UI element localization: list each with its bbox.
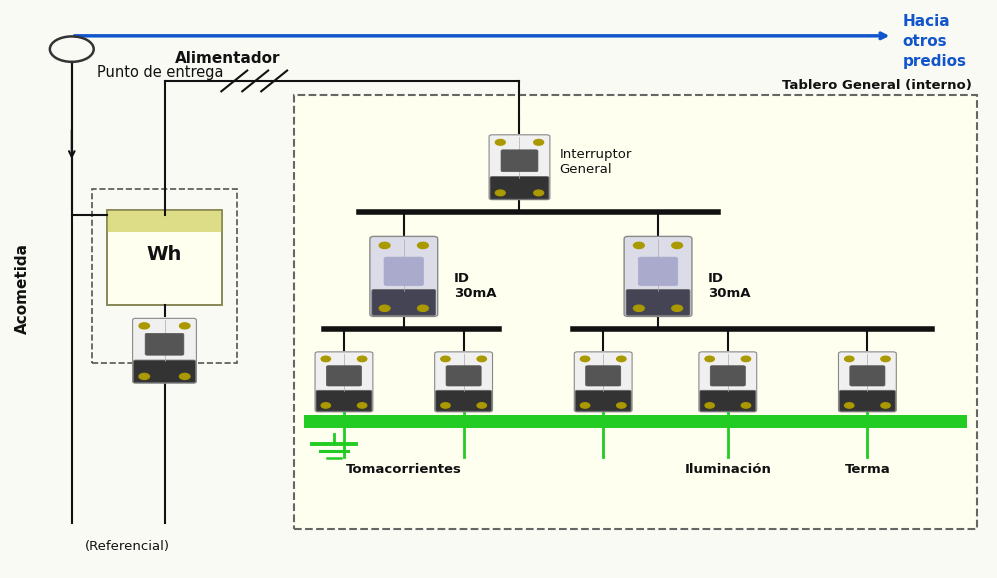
- FancyBboxPatch shape: [638, 257, 678, 286]
- Circle shape: [379, 242, 390, 249]
- FancyBboxPatch shape: [585, 366, 621, 386]
- Text: Alimentador: Alimentador: [174, 51, 280, 66]
- FancyBboxPatch shape: [146, 334, 183, 355]
- FancyBboxPatch shape: [710, 366, 746, 386]
- Circle shape: [441, 403, 450, 408]
- FancyBboxPatch shape: [624, 236, 692, 316]
- Bar: [304, 415, 967, 428]
- Circle shape: [580, 403, 589, 408]
- Bar: [108, 210, 222, 232]
- Circle shape: [496, 139, 505, 145]
- Circle shape: [478, 403, 487, 408]
- Text: Hacia
otros
predios: Hacia otros predios: [902, 14, 966, 69]
- FancyBboxPatch shape: [849, 366, 885, 386]
- Circle shape: [533, 139, 543, 145]
- Circle shape: [672, 305, 683, 312]
- Circle shape: [881, 356, 890, 362]
- Circle shape: [478, 356, 487, 362]
- Circle shape: [179, 323, 190, 329]
- Circle shape: [358, 403, 367, 408]
- Circle shape: [139, 323, 150, 329]
- FancyBboxPatch shape: [294, 95, 977, 529]
- Circle shape: [742, 356, 751, 362]
- Circle shape: [742, 403, 751, 408]
- FancyBboxPatch shape: [436, 390, 492, 412]
- Circle shape: [179, 373, 190, 379]
- FancyBboxPatch shape: [133, 318, 196, 383]
- FancyBboxPatch shape: [108, 210, 222, 305]
- Text: Punto de entrega: Punto de entrega: [97, 65, 223, 80]
- Circle shape: [672, 242, 683, 249]
- Circle shape: [705, 403, 714, 408]
- Circle shape: [321, 356, 330, 362]
- Circle shape: [633, 242, 644, 249]
- FancyBboxPatch shape: [700, 390, 756, 412]
- FancyBboxPatch shape: [490, 135, 550, 200]
- Circle shape: [139, 373, 150, 379]
- Circle shape: [496, 190, 505, 196]
- Circle shape: [379, 305, 390, 312]
- Circle shape: [617, 356, 626, 362]
- Text: Terma: Terma: [844, 462, 890, 476]
- FancyBboxPatch shape: [316, 390, 372, 412]
- Text: ID
30mA: ID 30mA: [454, 272, 497, 300]
- FancyBboxPatch shape: [491, 177, 549, 199]
- FancyBboxPatch shape: [384, 257, 424, 286]
- Circle shape: [844, 356, 853, 362]
- Text: (Referencial): (Referencial): [85, 540, 169, 553]
- Circle shape: [844, 403, 853, 408]
- FancyBboxPatch shape: [839, 390, 895, 412]
- FancyBboxPatch shape: [315, 352, 373, 412]
- Circle shape: [418, 242, 429, 249]
- FancyBboxPatch shape: [575, 390, 631, 412]
- Text: ID
30mA: ID 30mA: [708, 272, 751, 300]
- Text: Wh: Wh: [147, 245, 182, 264]
- Text: Interruptor
General: Interruptor General: [559, 148, 632, 176]
- Circle shape: [358, 356, 367, 362]
- FancyBboxPatch shape: [501, 150, 538, 172]
- Circle shape: [881, 403, 890, 408]
- FancyBboxPatch shape: [326, 366, 362, 386]
- Circle shape: [633, 305, 644, 312]
- FancyBboxPatch shape: [838, 352, 896, 412]
- FancyBboxPatch shape: [446, 366, 482, 386]
- Bar: [93, 189, 237, 363]
- Text: Iluminación: Iluminación: [684, 462, 772, 476]
- FancyBboxPatch shape: [574, 352, 632, 412]
- FancyBboxPatch shape: [134, 360, 195, 383]
- Bar: [108, 210, 222, 305]
- FancyBboxPatch shape: [699, 352, 757, 412]
- Text: Tablero General (interno): Tablero General (interno): [783, 80, 972, 92]
- Text: Acometida: Acometida: [14, 243, 30, 335]
- Circle shape: [705, 356, 714, 362]
- Circle shape: [441, 356, 450, 362]
- FancyBboxPatch shape: [372, 290, 436, 315]
- Circle shape: [617, 403, 626, 408]
- Circle shape: [418, 305, 429, 312]
- FancyBboxPatch shape: [370, 236, 438, 316]
- Circle shape: [533, 190, 543, 196]
- FancyBboxPatch shape: [435, 352, 493, 412]
- Circle shape: [321, 403, 330, 408]
- FancyBboxPatch shape: [626, 290, 690, 315]
- Text: Tomacorrientes: Tomacorrientes: [346, 462, 462, 476]
- Circle shape: [580, 356, 589, 362]
